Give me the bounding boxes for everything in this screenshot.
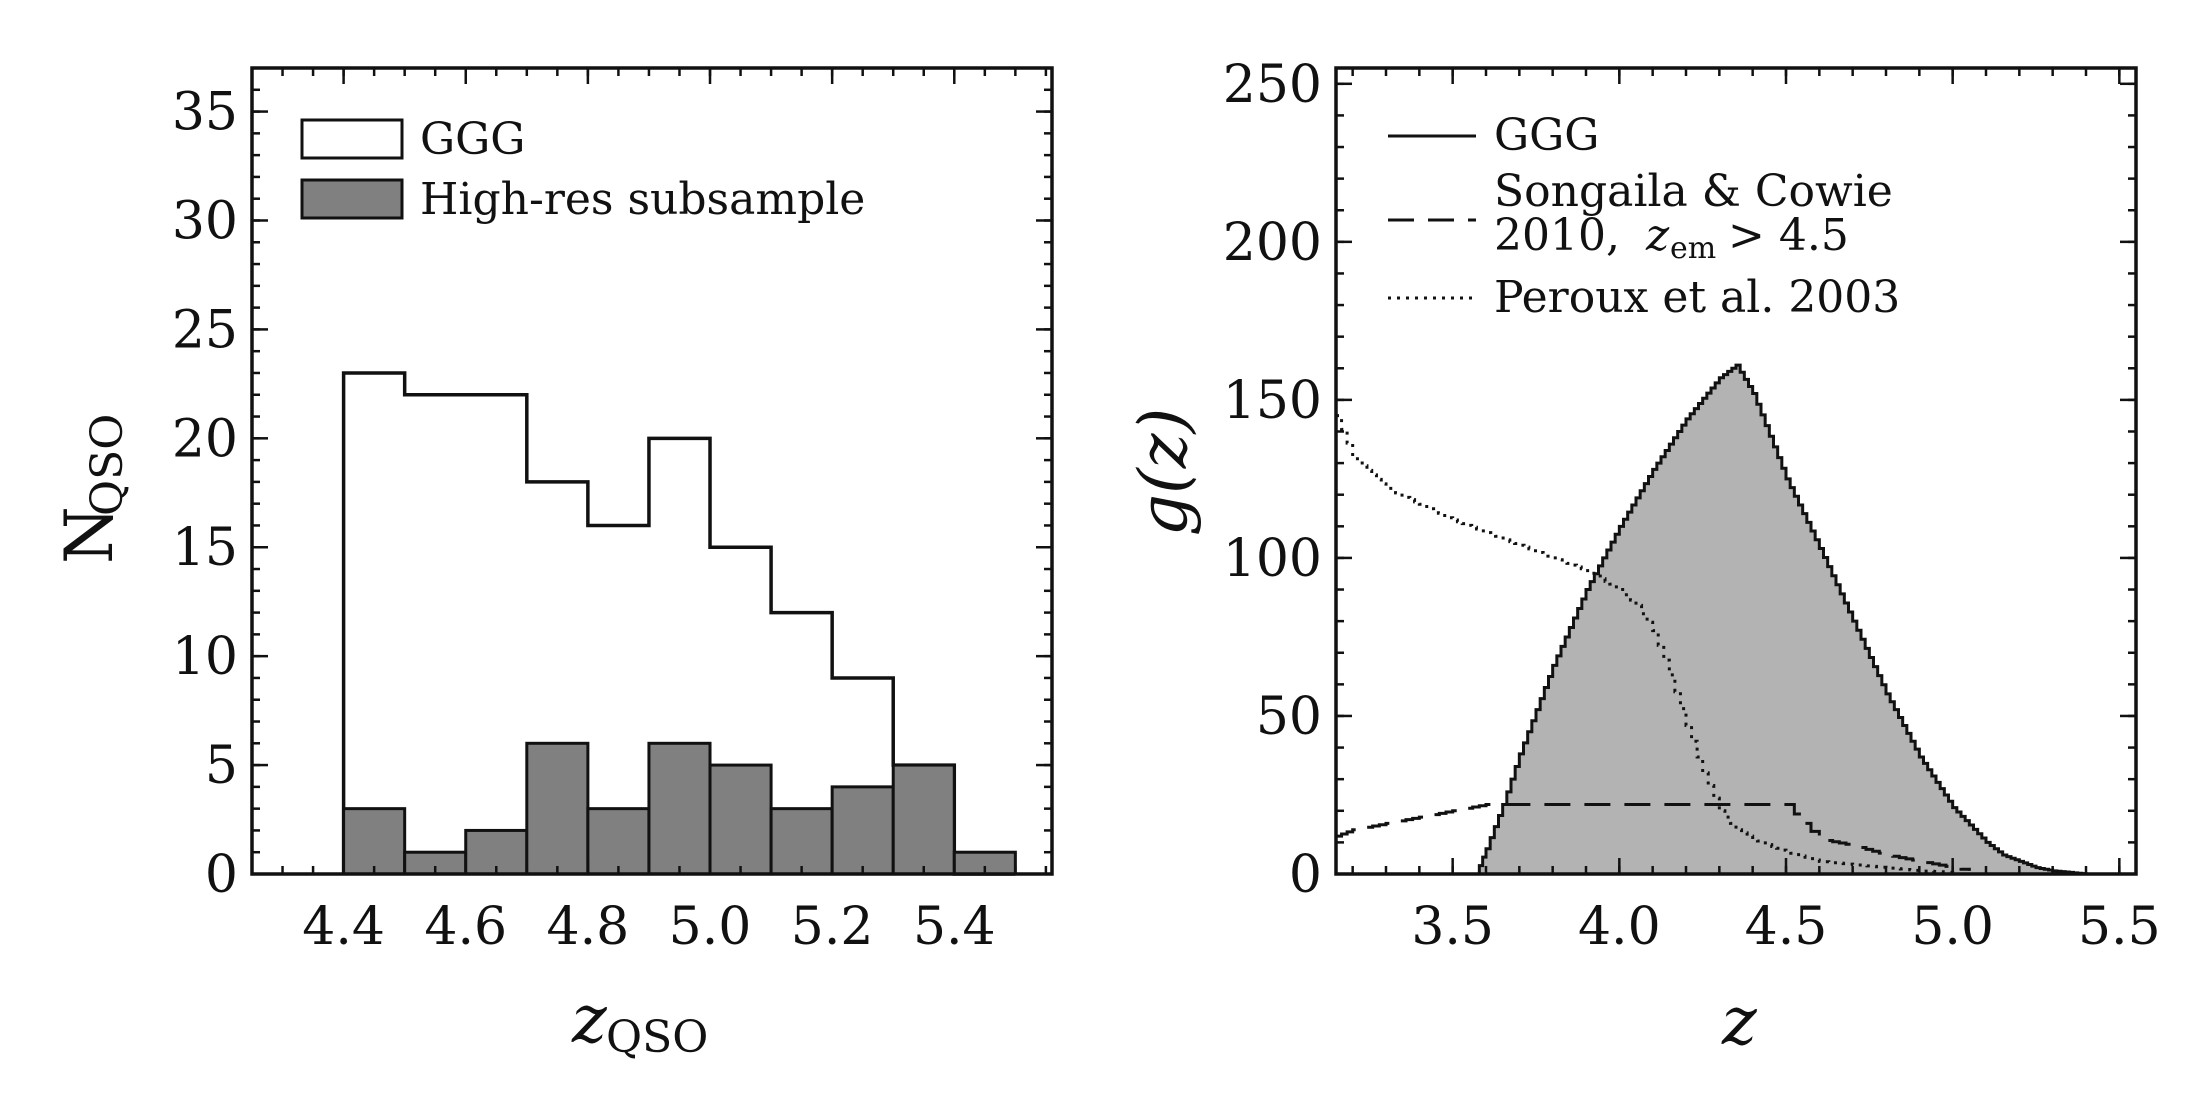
histogram-x-tick-label: 4.8: [547, 897, 630, 957]
legend-label-high-res: High-res subsample: [420, 174, 865, 225]
histogram-x-tick-label: 4.6: [424, 897, 507, 957]
bar-high-res: [586, 807, 651, 876]
histogram-y-tick-label: 35: [172, 83, 238, 143]
histogram-y-axis-label-subscript: QSO: [82, 414, 133, 516]
histogram-y-axis-label: N: [51, 506, 128, 564]
bar-high-res: [342, 807, 407, 876]
legend-songaila-condition: > 4.5: [1728, 210, 1849, 261]
bar-high-res: [708, 763, 773, 876]
histogram-x-axis-label: z: [571, 981, 608, 1058]
gz-y-axis-label: g(z): [1125, 408, 1202, 537]
bar-high-res: [647, 741, 712, 876]
gz-x-tick-label: 3.5: [1411, 897, 1494, 957]
gz-x-tick-label: 5.5: [2078, 897, 2161, 957]
series-ggg-fill: [1476, 365, 2086, 874]
gz-x-tick-label: 4.0: [1578, 897, 1661, 957]
histogram-y-tick-label: 30: [172, 191, 238, 251]
gz-y-tick-label: 150: [1223, 371, 1322, 431]
histogram-y-tick-label: 20: [172, 409, 238, 469]
histogram-plot-frame: [250, 66, 1054, 876]
histogram-x-tick-label: 4.4: [302, 897, 385, 957]
histogram-y-tick-label: 5: [205, 736, 238, 796]
gz-x-tick-label: 4.5: [1745, 897, 1828, 957]
legend-swatch-high-res: [300, 178, 404, 220]
legend-label-peroux: Peroux et al. 2003: [1494, 272, 1900, 323]
gz-y-tick-label: 100: [1223, 529, 1322, 589]
histogram-y-tick-label: 25: [172, 300, 238, 360]
gz-x-axis-label: z: [1721, 983, 1758, 1060]
gz-x-tick-label: 5.0: [1911, 897, 1994, 957]
gz-y-tick-label: 200: [1223, 213, 1322, 273]
histogram-x-axis-label-subscript: QSO: [606, 1012, 708, 1063]
series-songaila-line: [1336, 802, 1971, 871]
histogram-legend: GGG High-res subsample: [300, 114, 865, 225]
histogram-x-tick-label: 5.0: [669, 897, 752, 957]
legend-label-ggg: GGG: [420, 114, 525, 165]
gz-y-tick-label: 50: [1256, 687, 1322, 747]
bar-high-res: [830, 785, 895, 876]
series-ggg-histogram: [341, 371, 1016, 876]
legend-songaila-z-subscript: em: [1670, 231, 1716, 266]
legend-label-songaila-line1: Songaila & Cowie: [1494, 166, 1893, 217]
histogram-y-tick-label: 0: [205, 845, 238, 905]
legend-swatch-ggg: [300, 118, 404, 160]
gz-panel: 3.5 4.0 4.5 5.0 5.5 0 50 100 150 200 250 GGG Songa…: [1125, 55, 2161, 1060]
histogram-x-tick-label: 5.4: [913, 897, 996, 957]
legend-label-ggg: GGG: [1494, 110, 1599, 161]
histogram-x-tick-label: 5.2: [791, 897, 874, 957]
gz-plot-frame: [1334, 66, 2138, 876]
histogram-panel: 4.4 4.6 4.8 5.0 5.2 5.4 0 5 10 15 20 25 30 35 GGG Hig…: [51, 66, 1054, 1063]
gz-legend: GGG Songaila & Cowie 2010, z em > 4.5 Pe…: [1388, 110, 1900, 323]
histogram-y-tick-label: 15: [172, 518, 238, 578]
histogram-y-axis-label-group: N QSO: [51, 414, 133, 564]
histogram-y-tick-label: 10: [172, 627, 238, 687]
gz-y-tick-label: 250: [1223, 55, 1322, 115]
gz-y-tick-label: 0: [1289, 845, 1322, 905]
bar-high-res: [769, 807, 834, 876]
bar-high-res: [891, 763, 956, 876]
series-ggg-line: [1476, 363, 2088, 874]
legend-label-songaila-line2: 2010,: [1494, 210, 1620, 261]
legend-songaila-z: z: [1645, 210, 1670, 261]
bar-high-res: [525, 741, 590, 876]
gz-y-axis-label-group: g(z): [1125, 408, 1202, 537]
series-peroux-line: [1336, 414, 1955, 874]
